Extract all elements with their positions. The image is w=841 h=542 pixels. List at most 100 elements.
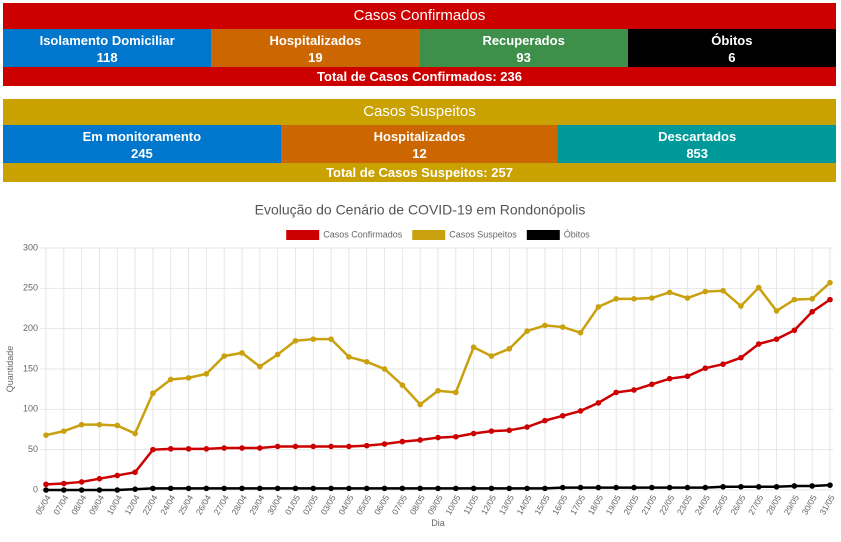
x-tick-label: 31/05 <box>817 493 836 517</box>
stat-label: Descartados <box>658 129 737 144</box>
data-point <box>453 433 459 440</box>
x-tick-label: 13/05 <box>497 493 516 517</box>
data-point <box>167 446 174 452</box>
panel-title: Casos Suspeitos <box>3 99 836 125</box>
data-point <box>274 351 281 358</box>
data-point <box>702 484 709 491</box>
data-point <box>381 366 388 372</box>
x-tick-label: 25/04 <box>176 493 195 517</box>
stat-label: Hospitalizados <box>373 129 466 144</box>
data-point <box>720 361 726 367</box>
data-point <box>649 381 655 388</box>
data-point <box>328 443 334 450</box>
data-point <box>310 443 317 450</box>
data-point <box>720 287 726 294</box>
data-point <box>328 336 334 342</box>
data-point <box>292 337 299 344</box>
data-point <box>827 296 833 303</box>
x-tick-label: 24/05 <box>693 493 712 517</box>
data-point <box>43 487 49 493</box>
x-axis-label: Dia <box>431 518 445 528</box>
suspected-panel: Casos Suspeitos Em monitoramento 245 Hosp… <box>3 99 837 182</box>
stat-cell: Em monitoramento 245 <box>3 125 281 163</box>
data-point <box>666 375 673 382</box>
data-point <box>435 485 441 492</box>
x-tick-label: 16/05 <box>550 493 569 517</box>
stat-value: 118 <box>96 50 118 65</box>
data-point <box>631 387 637 393</box>
x-tick-label: 05/05 <box>354 493 373 517</box>
data-point <box>755 284 762 291</box>
panel-total: Total de Casos Suspeitos: 257 <box>3 163 836 182</box>
data-point <box>631 296 637 302</box>
y-axis-label: Quantidade <box>5 346 15 393</box>
stat-label: Recuperados <box>482 33 565 48</box>
x-tick-label: 03/05 <box>318 493 337 517</box>
data-point <box>506 346 513 352</box>
legend-swatch <box>412 230 446 240</box>
data-point <box>809 308 815 315</box>
stat-value: 245 <box>130 146 153 161</box>
data-point <box>78 487 85 493</box>
x-tick-label: 18/05 <box>586 493 605 517</box>
data-point <box>595 400 602 406</box>
data-point <box>506 427 513 434</box>
x-tick-label: 21/05 <box>639 493 658 517</box>
data-point <box>720 483 726 490</box>
data-point <box>470 430 477 437</box>
data-point <box>150 446 156 453</box>
legend-swatch <box>526 230 560 240</box>
data-point <box>577 484 584 491</box>
data-point <box>203 446 210 452</box>
x-tick-label: 28/04 <box>229 493 248 517</box>
data-point <box>524 328 530 334</box>
chart: Evolução do Cenário de COVID-19 em Rondo… <box>5 202 837 528</box>
stat-label: Óbitos <box>711 33 753 48</box>
data-point <box>61 480 67 487</box>
data-point <box>399 485 406 492</box>
data-point <box>577 329 584 336</box>
data-point <box>559 412 566 419</box>
data-point <box>78 479 85 485</box>
data-point <box>399 382 406 388</box>
stat-value: 6 <box>728 50 736 65</box>
x-tick-label: 26/04 <box>194 493 213 517</box>
data-point <box>649 295 655 301</box>
data-point <box>114 422 121 429</box>
data-point <box>524 485 530 492</box>
y-tick-label: 200 <box>23 323 38 333</box>
data-point <box>292 443 299 450</box>
stat-label: Hospitalizados <box>269 33 362 48</box>
data-point <box>96 421 103 428</box>
data-point <box>363 485 370 492</box>
data-point <box>542 417 548 424</box>
data-point <box>595 484 602 491</box>
stat-cell: Hospitalizados 12 <box>280 125 559 163</box>
data-point <box>488 485 495 492</box>
data-point <box>78 421 85 428</box>
y-tick-label: 0 <box>33 484 38 494</box>
data-point <box>96 487 103 493</box>
stat-value: 19 <box>308 50 323 65</box>
stat-label: Isolamento Domiciliar <box>39 33 175 48</box>
data-point <box>791 296 798 303</box>
x-tick-label: 17/05 <box>568 493 587 517</box>
data-point <box>595 304 602 310</box>
data-point <box>488 353 495 359</box>
stat-cell: Hospitalizados 19 <box>211 29 420 67</box>
data-point <box>524 424 530 430</box>
stat-value: 93 <box>516 50 531 65</box>
data-point <box>649 484 655 491</box>
stat-cell: Descartados 853 <box>558 125 837 163</box>
data-point <box>684 295 691 301</box>
x-tick-label: 09/05 <box>425 493 444 517</box>
data-point <box>542 322 548 329</box>
data-point <box>417 401 423 408</box>
data-point <box>684 484 691 491</box>
data-point <box>666 484 673 491</box>
data-point <box>773 483 780 490</box>
data-point <box>257 485 263 492</box>
data-point <box>221 445 227 451</box>
data-point <box>346 443 352 450</box>
panel-total: Total de Casos Confirmados: 236 <box>3 67 836 86</box>
